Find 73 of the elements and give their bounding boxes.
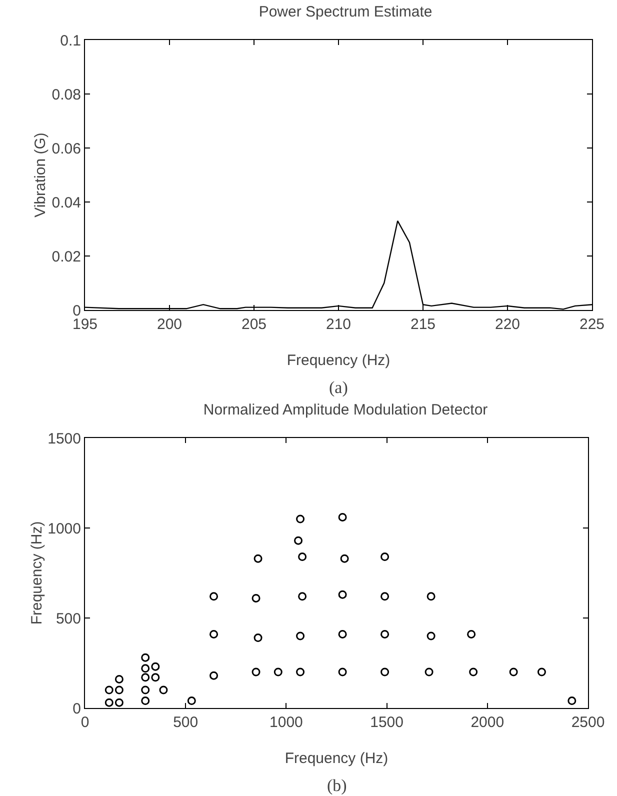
- point: [380, 552, 390, 562]
- x-tick-label: 200: [156, 316, 182, 333]
- point: [210, 592, 218, 601]
- x-tick-label: 500: [173, 714, 198, 731]
- x-tick-label: 205: [241, 316, 267, 333]
- point: [159, 686, 168, 694]
- y-tick-label: 0.06: [52, 140, 81, 158]
- point: [469, 668, 478, 676]
- point: [380, 668, 390, 676]
- point: [104, 686, 114, 694]
- point: [254, 634, 262, 642]
- point: [380, 592, 390, 601]
- x-tick-label: 1500: [370, 714, 404, 731]
- point: [426, 592, 436, 601]
- point: [296, 632, 305, 640]
- point: [274, 668, 282, 676]
- y-tick-label: 0.08: [52, 86, 81, 104]
- text: (b): [327, 776, 347, 795]
- x-tick-label: 2000: [470, 714, 504, 731]
- point: [467, 630, 476, 638]
- point: [424, 668, 434, 676]
- point: [114, 698, 124, 707]
- text: (a): [329, 378, 348, 397]
- chart-title: Power Spectrum Estimate: [258, 3, 432, 20]
- point: [114, 674, 124, 684]
- y-tick-label: 0.02: [52, 248, 81, 266]
- y-tick-label: 1500: [48, 430, 81, 448]
- point: [338, 512, 347, 522]
- point: [252, 594, 260, 602]
- point: [537, 668, 546, 676]
- y-tick-label: 0.1: [60, 32, 81, 50]
- point: [298, 592, 307, 601]
- point: [338, 630, 347, 638]
- point: [338, 590, 347, 599]
- point: [210, 630, 218, 638]
- point: [141, 673, 150, 682]
- point: [340, 554, 349, 563]
- point: [252, 668, 260, 676]
- x-tick-label: 220: [494, 316, 520, 333]
- point: [141, 664, 150, 673]
- point: [210, 671, 218, 680]
- x-tick-label: 1000: [270, 714, 303, 731]
- point: [296, 514, 305, 524]
- y-tick-label: 500: [56, 610, 81, 628]
- x-tick-label: 215: [410, 316, 436, 333]
- point: [187, 696, 196, 706]
- y-axis-title: Frequency (Hz): [28, 521, 46, 625]
- point: [296, 668, 305, 676]
- point: [568, 696, 576, 706]
- point: [104, 698, 114, 707]
- y-tick-label: 1000: [48, 520, 81, 538]
- x-tick-label: 225: [579, 316, 605, 333]
- point: [509, 668, 518, 676]
- point: [151, 662, 160, 671]
- point: [151, 673, 160, 682]
- point: [338, 668, 347, 676]
- x-tick-label: 2500: [571, 714, 605, 731]
- point: [141, 696, 150, 706]
- chart-title: Normalized Amplitude Modulation Detector: [203, 401, 488, 418]
- point: [426, 632, 436, 640]
- x-axis-title: Frequency (Hz): [284, 750, 388, 767]
- y-tick-label: 0.04: [52, 194, 81, 212]
- point: [254, 554, 262, 563]
- point: [141, 686, 150, 694]
- y-tick-label: 0: [72, 700, 81, 718]
- y-axis-title: Vibration (G): [32, 132, 49, 218]
- point: [294, 536, 303, 545]
- point: [114, 686, 124, 694]
- x-axis-title: Frequency (Hz): [286, 352, 390, 369]
- point: [141, 653, 150, 662]
- point: [298, 552, 307, 562]
- point: [380, 630, 390, 638]
- x-tick-label: 210: [326, 316, 352, 333]
